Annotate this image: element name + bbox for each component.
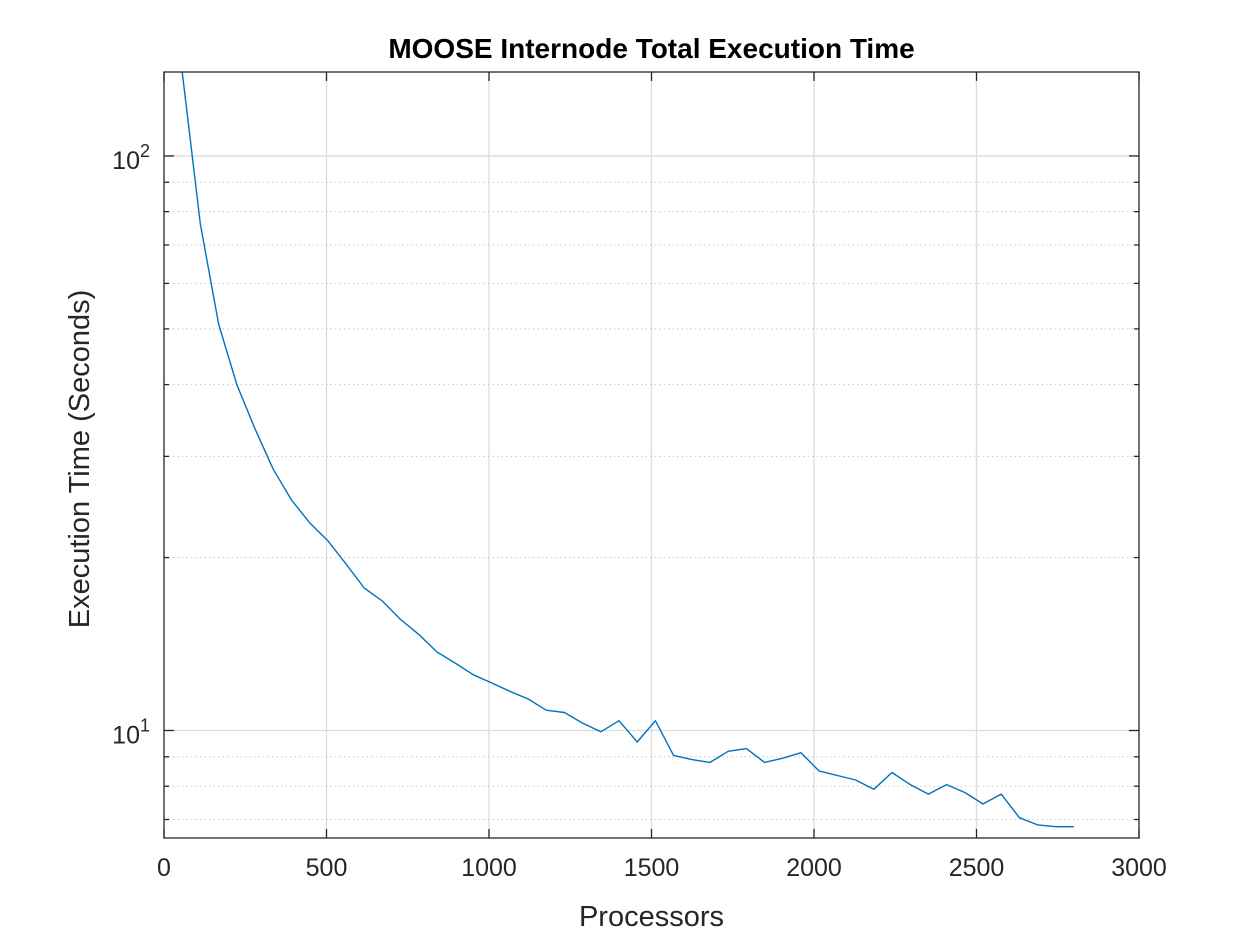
series-group: [181, 72, 1074, 828]
y-tick-label: 101: [112, 716, 150, 750]
x-tick-label: 2000: [786, 854, 842, 882]
y-axis-label: Execution Time (Seconds): [64, 290, 96, 628]
x-tick-labels: 0 500 1000 1500 2000 2500 3000: [157, 854, 1167, 882]
grid-lines: [164, 72, 1139, 838]
tick-marks: [163, 72, 1140, 838]
y-tick-label: 102: [112, 141, 150, 175]
y-tick-labels: 101 102: [112, 141, 150, 750]
series-line: [181, 72, 1074, 828]
x-tick-label: 1000: [461, 854, 517, 882]
x-axis-label: Processors: [579, 901, 724, 933]
chart-title: MOOSE Internode Total Execution Time: [388, 33, 914, 64]
x-tick-label: 500: [306, 854, 348, 882]
x-tick-label: 2500: [949, 854, 1005, 882]
x-tick-label: 1500: [624, 854, 680, 882]
x-tick-label: 0: [157, 854, 171, 882]
x-tick-label: 3000: [1111, 854, 1167, 882]
